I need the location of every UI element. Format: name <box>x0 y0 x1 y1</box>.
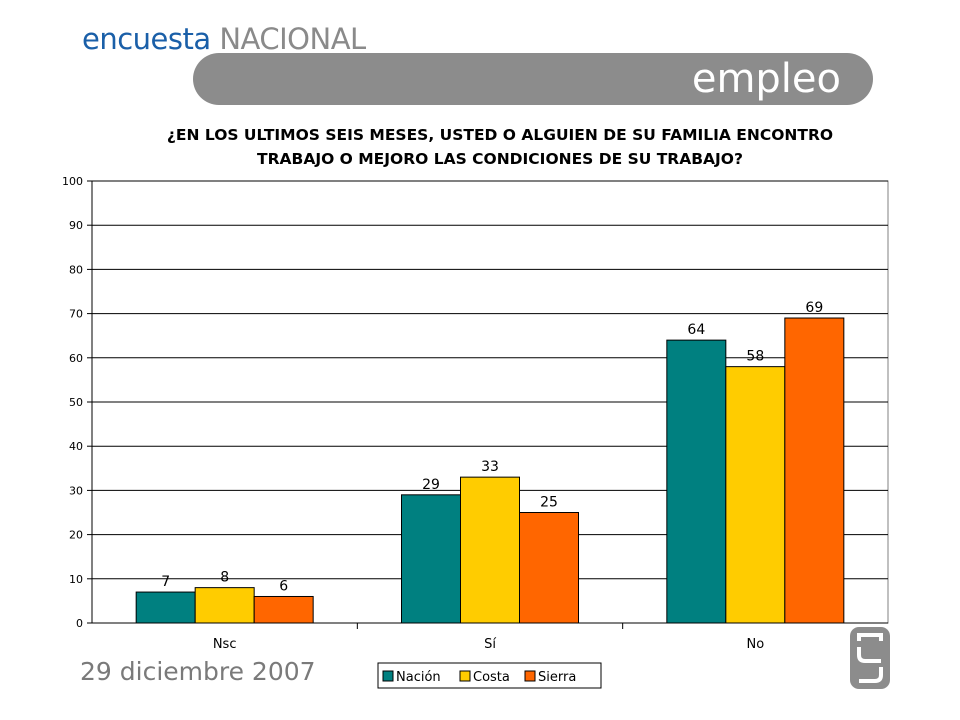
brand-title: encuesta NACIONAL <box>82 22 366 56</box>
y-tick-label: 60 <box>69 352 83 365</box>
legend-swatch <box>382 670 394 682</box>
bar <box>666 339 727 624</box>
data-label: 8 <box>220 570 229 586</box>
section-bar: empleo <box>193 53 873 105</box>
data-label: 25 <box>540 495 558 511</box>
legend-swatch <box>524 670 536 682</box>
legend-label: Nación <box>396 670 441 685</box>
bar <box>135 591 196 624</box>
data-label: 29 <box>422 477 440 493</box>
category-label: No <box>746 637 764 652</box>
y-tick-label: 90 <box>69 219 83 232</box>
y-tick-label: 30 <box>69 484 83 497</box>
bar <box>194 587 255 624</box>
y-tick-label: 80 <box>69 263 83 276</box>
legend-label: Costa <box>473 670 510 685</box>
data-label: 69 <box>805 300 823 316</box>
question-line-2: TRABAJO O MEJORO LAS CONDICIONES DE SU T… <box>257 150 743 168</box>
section-title: empleo <box>691 56 841 102</box>
bar <box>460 476 520 624</box>
date-label: 29 diciembre 2007 <box>80 657 316 686</box>
category-label: Nsc <box>213 637 237 652</box>
legend-label: Sierra <box>538 670 576 685</box>
bar <box>725 366 786 624</box>
y-tick-label: 70 <box>69 308 83 321</box>
data-label: 6 <box>279 578 288 594</box>
y-tick-label: 40 <box>69 440 83 453</box>
bar <box>784 317 845 624</box>
data-label: 33 <box>481 459 499 475</box>
y-tick-label: 50 <box>69 396 83 409</box>
data-label: 64 <box>687 322 705 338</box>
question-title: ¿EN LOS ULTIMOS SEIS MESES, USTED O ALGU… <box>70 123 930 171</box>
y-tick-label: 0 <box>76 617 83 630</box>
category-label: Sí <box>484 637 496 652</box>
y-tick-label: 10 <box>69 573 83 586</box>
data-label: 58 <box>746 349 764 365</box>
brand-part1: encuesta <box>82 22 211 56</box>
y-tick-label: 20 <box>69 529 83 542</box>
y-tick-label: 100 <box>62 175 83 188</box>
brand-part2: NACIONAL <box>219 22 366 56</box>
data-label: 7 <box>161 574 170 590</box>
legend-swatch <box>459 670 471 682</box>
bar <box>519 512 579 624</box>
bar <box>253 595 314 624</box>
legend <box>377 662 602 689</box>
bar <box>401 494 461 624</box>
logo-icon <box>850 627 890 689</box>
question-line-1: ¿EN LOS ULTIMOS SEIS MESES, USTED O ALGU… <box>166 126 834 144</box>
